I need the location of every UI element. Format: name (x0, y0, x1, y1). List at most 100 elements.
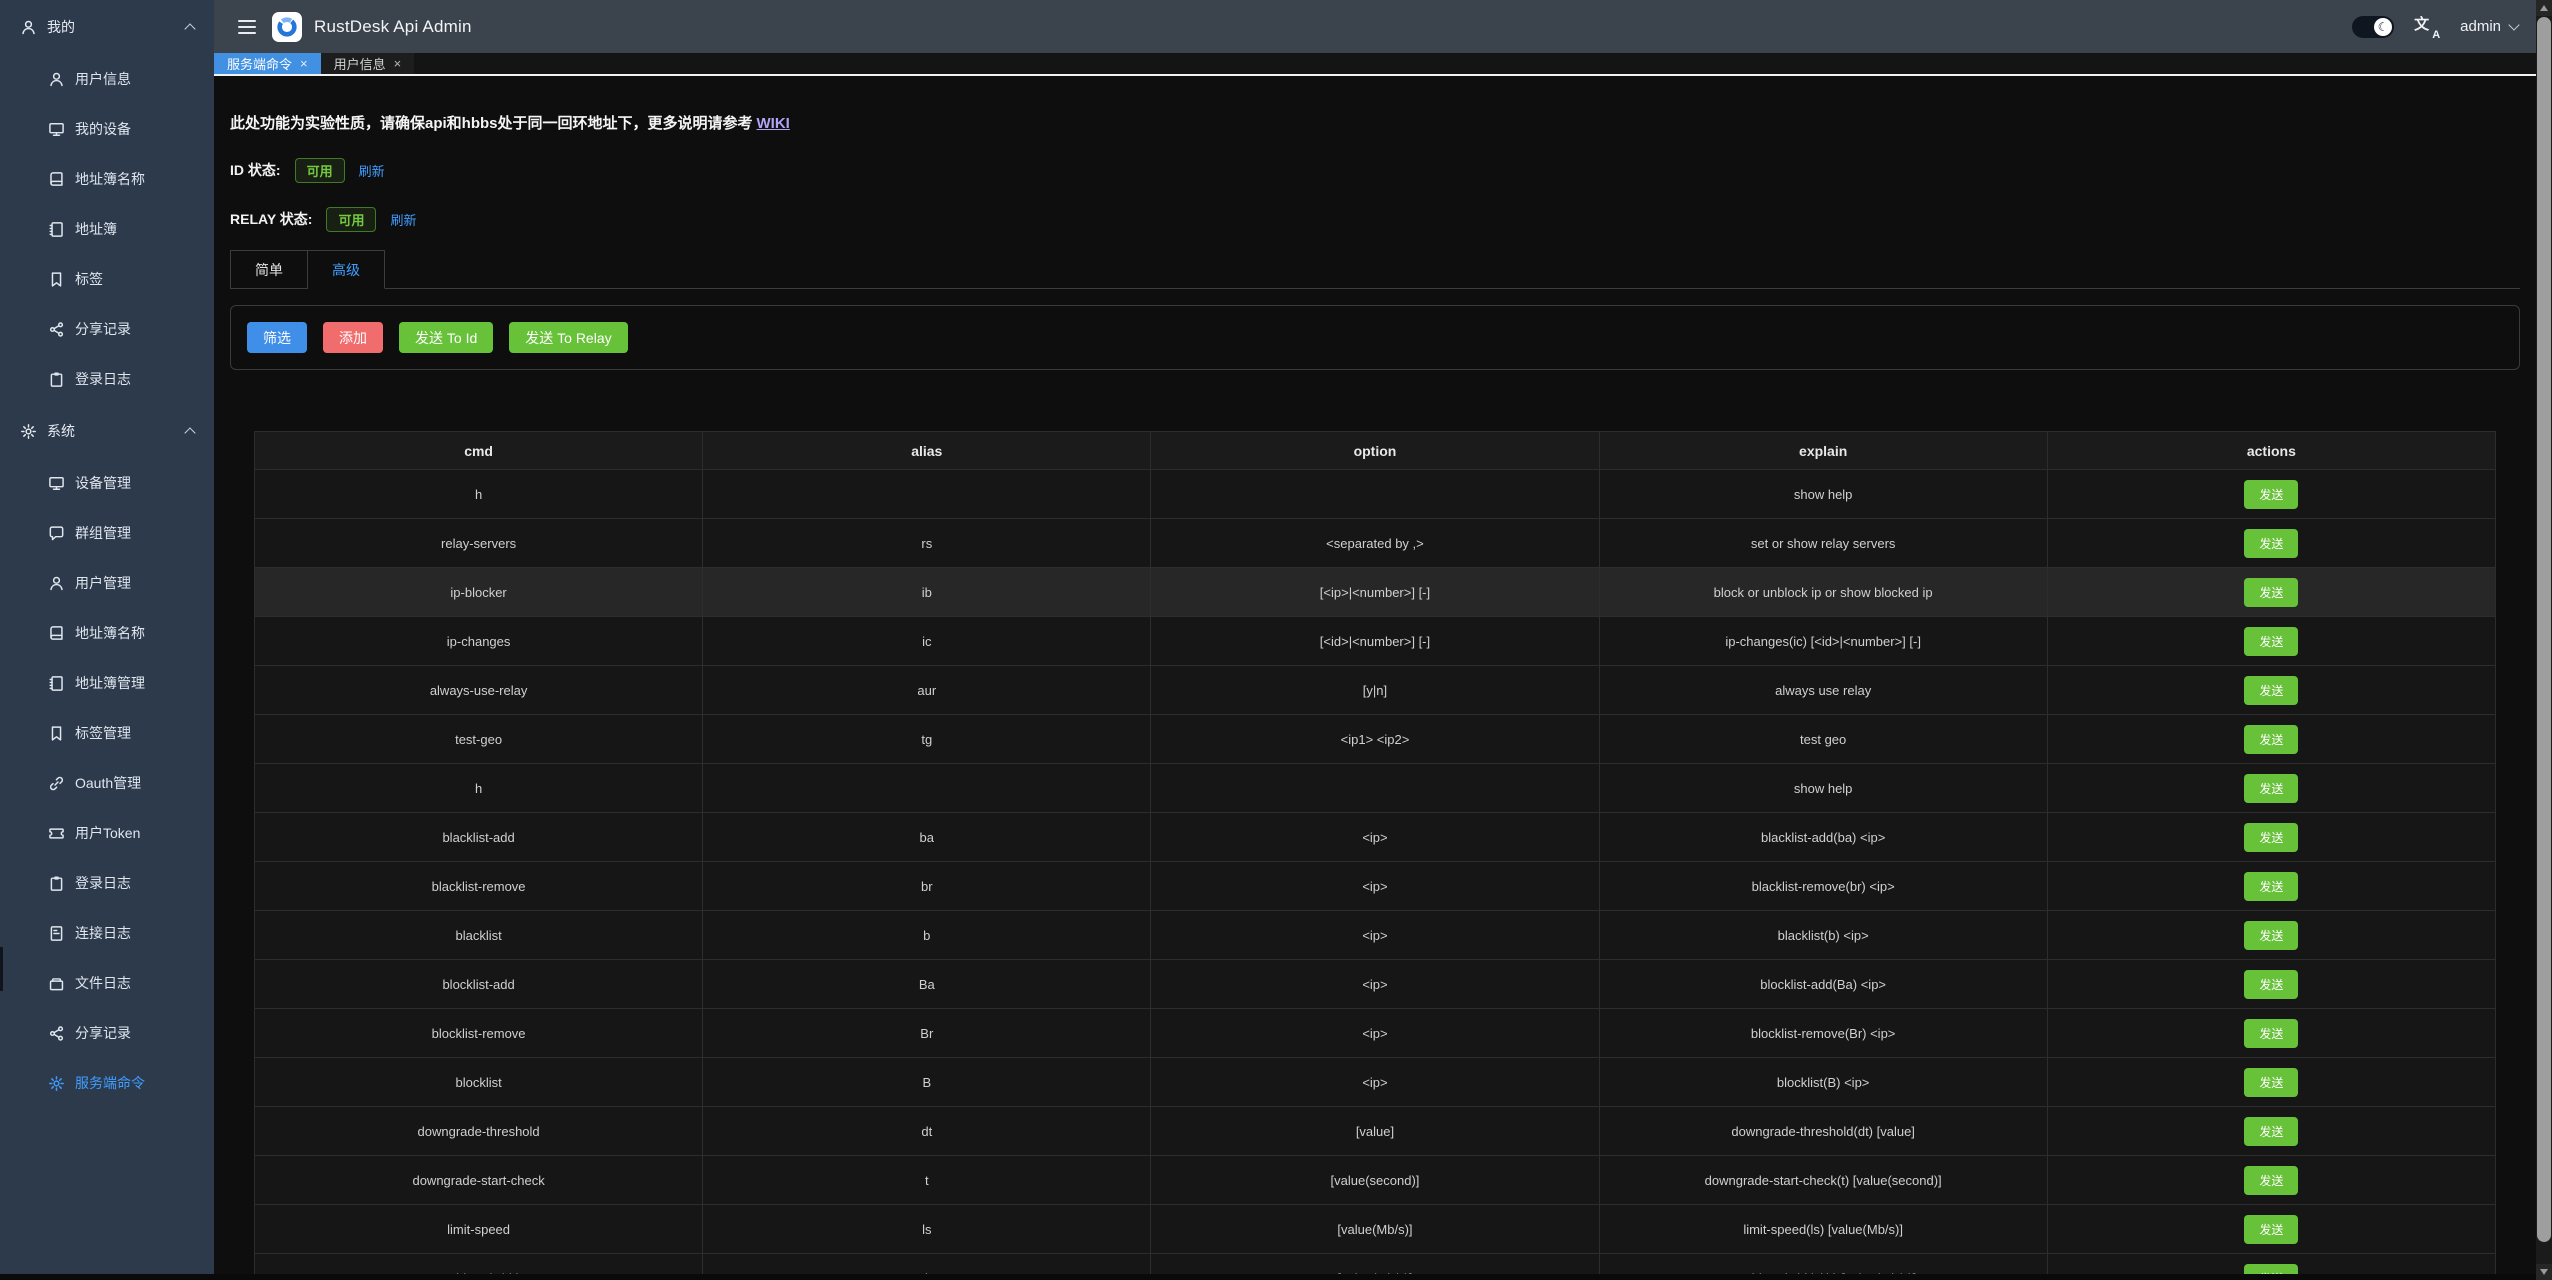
table-cell: <separated by ,> (1150, 518, 1600, 568)
rustdesk-logo-icon (272, 11, 302, 42)
sidebar-item[interactable]: 地址簿管理 (0, 658, 214, 708)
send-button[interactable]: 发送 (2244, 1214, 2299, 1244)
tab-advanced[interactable]: 高级 (308, 250, 385, 289)
table-actions-cell: 发送 (2046, 665, 2497, 715)
table-cell: br (702, 861, 1152, 911)
table-row: ip-changes ic [<id>|<number>] [-] ip-change… (253, 616, 2497, 666)
send-button[interactable]: 发送 (2244, 920, 2299, 950)
send-button[interactable]: 发送 (2244, 773, 2299, 803)
tab-simple[interactable]: 简单 (230, 250, 308, 289)
sidebar-item[interactable]: 用户Token (0, 808, 214, 858)
table-row: limit-speed ls [value(Mb/s)] limit-speed(ls… (253, 1204, 2497, 1254)
send-button[interactable]: 发送 (2244, 626, 2299, 656)
send-button[interactable]: 发送 (2244, 871, 2299, 901)
sidebar-item[interactable]: 地址簿名称 (0, 154, 214, 204)
page-tab[interactable]: 用户信息 × (320, 53, 415, 74)
sidebar-item[interactable]: 服务端命令 (0, 1058, 214, 1108)
table-actions-cell: 发送 (2046, 469, 2497, 519)
send-button[interactable]: 发送 (2244, 479, 2299, 509)
sidebar-item-label: 服务端命令 (75, 1075, 145, 1091)
send-button[interactable]: 发送 (2244, 1116, 2299, 1146)
sidebar-item[interactable]: 群组管理 (0, 508, 214, 558)
close-icon[interactable]: × (393, 56, 402, 71)
table-cell: blacklist-add(ba) <ip> (1598, 812, 2048, 862)
sidebar-item[interactable]: 地址簿名称 (0, 608, 214, 658)
moon-icon: ☾ (2377, 19, 2389, 34)
sidebar-item[interactable]: Oauth管理 (0, 758, 214, 808)
sidebar-item[interactable]: 标签管理 (0, 708, 214, 758)
wiki-link[interactable]: WIKI (756, 115, 790, 132)
send-button[interactable]: 发送 (2244, 1165, 2299, 1195)
table-cell: relay-servers (253, 518, 704, 568)
user-menu[interactable]: admin (2460, 18, 2520, 35)
page-tab[interactable]: 服务端命令 × (214, 53, 321, 74)
page-scrollbar[interactable] (2536, 0, 2552, 1280)
send-button[interactable]: 发送 (2244, 1263, 2299, 1274)
sidebar-item-label: 标签管理 (75, 725, 131, 741)
relay-refresh-link[interactable]: 刷新 (390, 212, 417, 228)
sidebar-item[interactable]: 用户管理 (0, 558, 214, 608)
add-button[interactable]: 添加 (323, 322, 383, 353)
send-to-id-button[interactable]: 发送 To Id (399, 322, 494, 353)
commands-table-wrap: cmd alias option explain actions h show help 发… (253, 431, 2497, 1274)
sidebar-item[interactable]: 文件日志 (0, 958, 214, 1008)
sidebar-item[interactable]: 分享记录 (0, 304, 214, 354)
table-cell: <ip> (1150, 1008, 1600, 1058)
table-cell: ip-changes (253, 616, 704, 666)
scroll-up-arrow-icon[interactable] (2536, 0, 2552, 16)
table-actions-cell: 发送 (2046, 1155, 2497, 1205)
menu-collapse-icon[interactable] (238, 19, 256, 34)
table-cell: <ip1> <ip2> (1150, 714, 1600, 764)
send-button[interactable]: 发送 (2244, 528, 2299, 558)
table-cell: blacklist-remove(br) <ip> (1598, 861, 2048, 911)
share-icon (48, 321, 65, 338)
table-cell: [<ip>|<number>] [-] (1150, 567, 1600, 617)
filter-button[interactable]: 筛选 (247, 322, 307, 353)
send-button[interactable]: 发送 (2244, 724, 2299, 754)
user-icon (20, 19, 37, 36)
table-row: blocklist-remove Br <ip> blocklist-remove(B… (253, 1008, 2497, 1058)
send-to-relay-button[interactable]: 发送 To Relay (509, 322, 628, 353)
send-button[interactable]: 发送 (2244, 1067, 2299, 1097)
sidebar: 我的 用户信息 我的设备 地址簿名称 地址簿 标签 分享记录 登录日志 系统 设备管理 群组管理 用户… (0, 0, 214, 1274)
table-cell: Ba (702, 959, 1152, 1009)
sidebar-item[interactable]: 连接日志 (0, 908, 214, 958)
scrollbar-thumb[interactable] (2537, 17, 2551, 1242)
sidebar-item-label: 用户管理 (75, 575, 131, 591)
send-button[interactable]: 发送 (2244, 1018, 2299, 1048)
table-actions-cell: 发送 (2046, 518, 2497, 568)
page-tab-label: 用户信息 (333, 57, 386, 72)
sidebar-item-label: 地址簿管理 (75, 675, 145, 691)
table-cell: always use relay (1598, 665, 2048, 715)
sidebar-item[interactable]: 分享记录 (0, 1008, 214, 1058)
close-icon[interactable]: × (300, 56, 308, 71)
table-cell: <ip> (1150, 959, 1600, 1009)
send-button[interactable]: 发送 (2244, 577, 2299, 607)
sidebar-item[interactable]: 登录日志 (0, 354, 214, 404)
sidebar-item-label: 分享记录 (75, 321, 131, 337)
table-cell: always-use-relay (253, 665, 704, 715)
send-button[interactable]: 发送 (2244, 969, 2299, 999)
sidebar-item[interactable]: 用户信息 (0, 54, 214, 104)
table-header-cell: explain (1598, 431, 2048, 470)
table-cell: dt (702, 1106, 1152, 1156)
id-refresh-link[interactable]: 刷新 (358, 163, 385, 179)
table-cell: ib (702, 567, 1152, 617)
theme-toggle[interactable]: ☾ (2352, 15, 2395, 38)
sidebar-item[interactable]: 标签 (0, 254, 214, 304)
sidebar-item[interactable]: 登录日志 (0, 858, 214, 908)
table-cell: downgrade-threshold (253, 1106, 704, 1156)
sidebar-section-header[interactable]: 我的 (0, 0, 214, 54)
send-button[interactable]: 发送 (2244, 675, 2299, 705)
table-cell: show help (1598, 469, 2048, 519)
sidebar-item[interactable]: 设备管理 (0, 458, 214, 508)
sidebar-item[interactable]: 我的设备 (0, 104, 214, 154)
gear-icon (20, 423, 37, 440)
scroll-down-arrow-icon[interactable] (2536, 1264, 2552, 1280)
sidebar-item[interactable]: 地址簿 (0, 204, 214, 254)
sidebar-scrollbar-thumb[interactable] (0, 947, 3, 991)
table-cell: blocklist(B) <ip> (1598, 1057, 2048, 1107)
sidebar-section-header[interactable]: 系统 (0, 404, 214, 458)
send-button[interactable]: 发送 (2244, 822, 2299, 852)
